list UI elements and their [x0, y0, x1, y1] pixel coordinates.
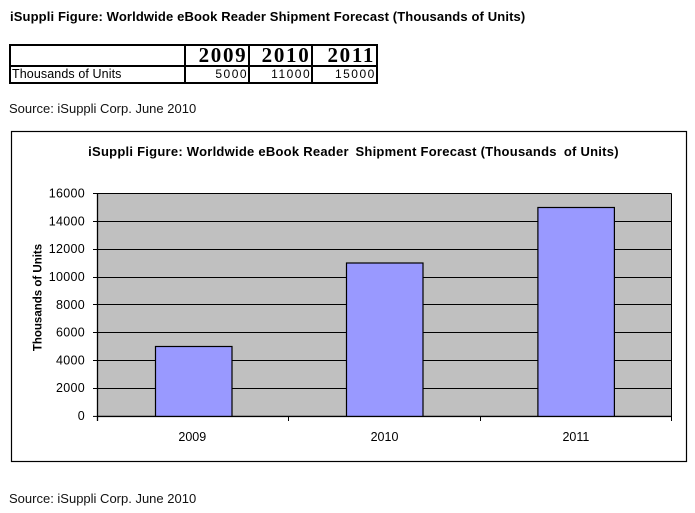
- svg-text:0: 0: [78, 409, 85, 423]
- svg-text:12000: 12000: [49, 242, 85, 256]
- svg-text:8000: 8000: [56, 298, 85, 312]
- svg-text:4000: 4000: [56, 353, 85, 367]
- svg-text:14000: 14000: [49, 214, 85, 228]
- svg-text:2009: 2009: [178, 430, 206, 444]
- svg-text:2010: 2010: [371, 430, 399, 444]
- svg-text:10000: 10000: [49, 270, 85, 284]
- svg-text:Thousands of Units: Thousands of Units: [33, 244, 45, 351]
- svg-text:16000: 16000: [49, 187, 85, 201]
- svg-text:6000: 6000: [56, 326, 85, 340]
- svg-text:2000: 2000: [56, 381, 85, 395]
- svg-text:2011: 2011: [562, 430, 589, 444]
